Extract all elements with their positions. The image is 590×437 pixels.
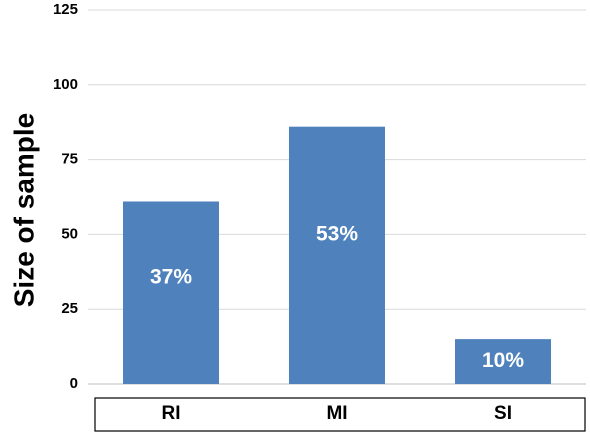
bar-ri [123,201,219,384]
x-tick-label-si: SI [494,403,512,424]
data-label-mi: 53% [316,222,358,245]
bar-si [455,339,551,384]
data-label-ri: 37% [150,266,192,289]
y-axis-label: Size of sample [8,113,39,308]
y-tick-label: 75 [61,151,78,168]
data-labels: 37% 53% 10% [150,222,524,372]
bars [123,126,551,385]
x-tick-labels: RI MI SI [162,403,512,424]
x-tick-label-ri: RI [162,403,181,424]
y-tick-label: 50 [61,225,78,242]
y-tick-label: 100 [53,76,78,93]
category-axis-box [94,397,586,432]
y-tick-label: 25 [61,300,78,317]
data-label-si: 10% [482,349,524,372]
y-tick-label: 0 [70,375,78,392]
x-tick-label-mi: MI [326,403,347,424]
y-tick-label: 125 [53,1,78,18]
bar-mi [289,126,385,385]
y-tick-labels: 0 25 50 75 100 125 [53,1,78,392]
